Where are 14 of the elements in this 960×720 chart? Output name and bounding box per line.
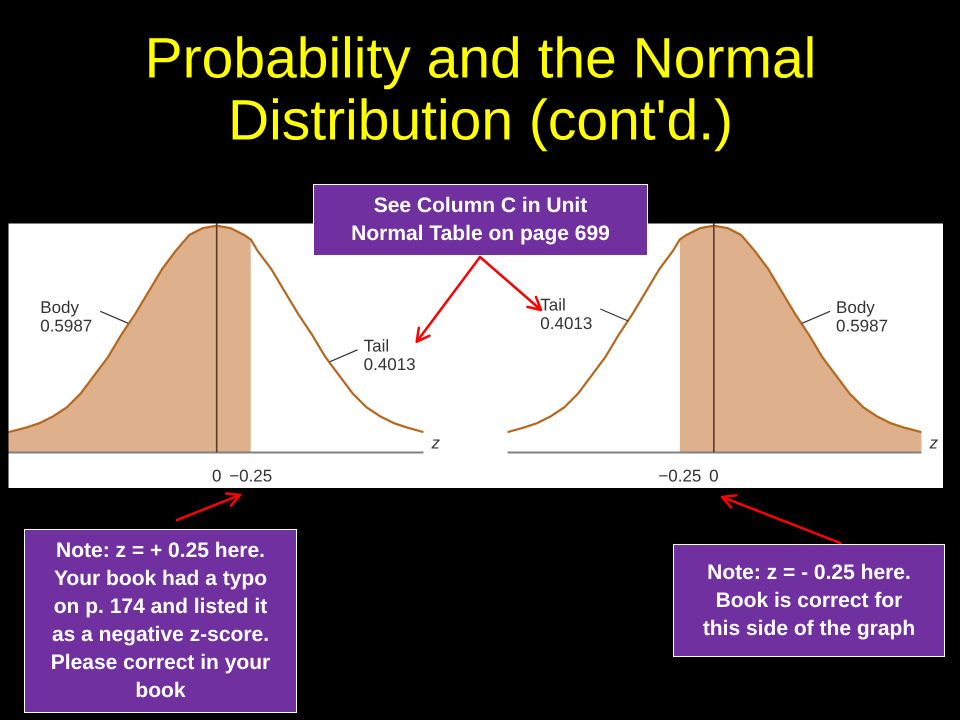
text: Note: z = + 0.25 here. Your book had a typo on p. 174 and listed it as a negative z-score. Please correct in your book	[50, 538, 270, 704]
annotation: Body 0.5987	[40, 298, 92, 336]
annotation: See Column C in Unit Normal Table on page 699	[351, 193, 610, 247]
x-tick-label: −0.25	[229, 466, 272, 486]
annotation: Tail 0.4013	[364, 336, 416, 374]
x-tick-label: −0.25	[658, 466, 702, 486]
x-tick-label: 0	[212, 466, 222, 486]
x-axis-title: z	[928, 434, 938, 452]
annotation: Body 0.5987	[836, 298, 888, 336]
annotation: Tail 0.4013	[540, 295, 592, 333]
text: Note: z = - 0.25 here. Book is correct for this side of the graph	[702, 560, 916, 642]
chart-title: Probability and the Normal Distribution (cont'd.)	[144, 26, 816, 152]
x-axis-title: z	[430, 434, 440, 452]
x-tick-label: 0	[709, 466, 719, 486]
